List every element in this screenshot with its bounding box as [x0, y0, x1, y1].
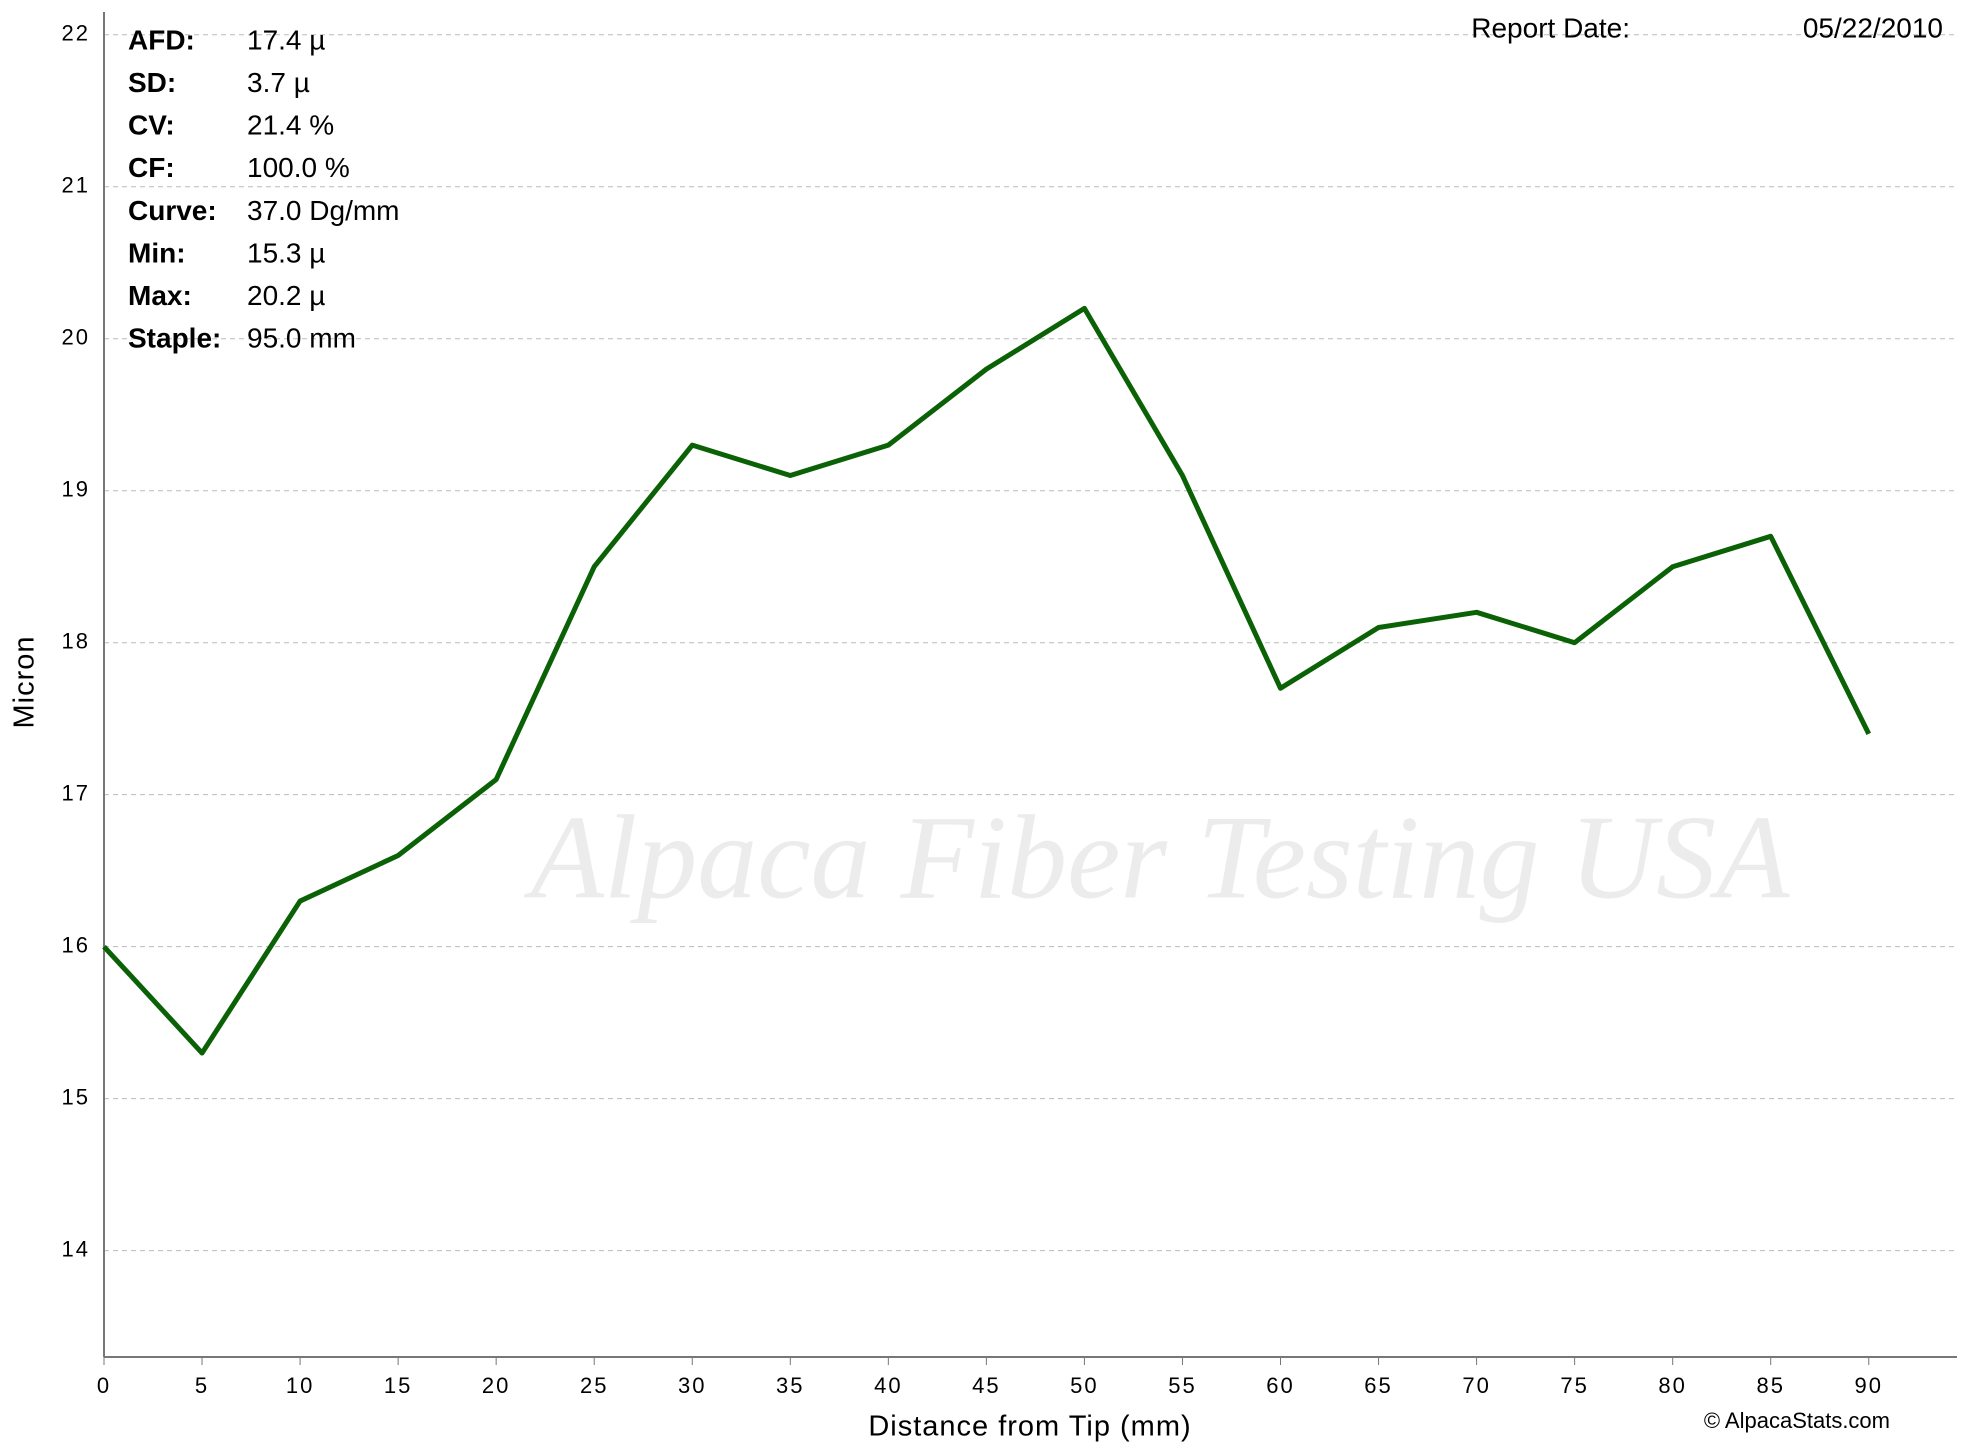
stat-value: 15.3 µ: [247, 237, 325, 268]
y-tick-label: 17: [62, 780, 90, 805]
chart: Report Date: 05/22/2010 Alpaca Fiber Tes…: [0, 0, 1963, 1445]
x-tick-label: 60: [1266, 1373, 1294, 1398]
stat-label: Staple:: [128, 323, 221, 354]
stat-value: 20.2 µ: [247, 280, 325, 311]
x-tick-label: 30: [678, 1373, 706, 1398]
stat-label: Max:: [128, 280, 192, 311]
x-tick-label: 15: [384, 1373, 412, 1398]
x-tick-label: 5: [195, 1373, 209, 1398]
y-tick-label: 20: [62, 325, 90, 350]
stat-label: Min:: [128, 237, 186, 268]
x-tick-label: 90: [1855, 1373, 1883, 1398]
x-tick-label: 85: [1756, 1373, 1784, 1398]
copyright: © AlpacaStats.com: [1704, 1408, 1890, 1433]
y-tick-label: 16: [62, 932, 90, 957]
report-date: 05/22/2010: [1803, 12, 1943, 43]
x-tick-label: 40: [874, 1373, 902, 1398]
x-tick-label: 20: [482, 1373, 510, 1398]
x-tick-label: 65: [1364, 1373, 1392, 1398]
stat-value: 100.0 %: [247, 152, 350, 183]
y-tick-label: 22: [62, 21, 90, 46]
x-tick-label: 55: [1168, 1373, 1196, 1398]
report-label: Report Date:: [1471, 12, 1630, 43]
x-axis-title: Distance from Tip (mm): [868, 1411, 1191, 1443]
x-tick-label: 0: [97, 1373, 111, 1398]
stat-value: 21.4 %: [247, 110, 334, 141]
y-axis-title: Micron: [9, 635, 41, 728]
x-tick-label: 70: [1462, 1373, 1490, 1398]
stat-label: SD:: [128, 67, 176, 98]
stat-value: 3.7 µ: [247, 67, 310, 98]
y-tick-label: 21: [62, 173, 90, 198]
x-tick-label: 45: [972, 1373, 1000, 1398]
stat-label: CV:: [128, 110, 175, 141]
stat-value: 95.0 mm: [247, 323, 356, 354]
x-tick-label: 10: [286, 1373, 314, 1398]
x-tick-label: 80: [1658, 1373, 1686, 1398]
stat-value: 37.0 Dg/mm: [247, 195, 400, 226]
stat-label: CF:: [128, 152, 175, 183]
x-tick-label: 25: [580, 1373, 608, 1398]
y-tick-label: 15: [62, 1084, 90, 1109]
data-line: [104, 308, 1869, 1053]
stat-value: 17.4 µ: [247, 24, 325, 55]
x-tick-label: 50: [1070, 1373, 1098, 1398]
stat-label: Curve:: [128, 195, 217, 226]
x-tick-label: 75: [1560, 1373, 1588, 1398]
y-tick-label: 14: [62, 1236, 90, 1261]
stat-label: AFD:: [128, 24, 195, 55]
x-tick-label: 35: [776, 1373, 804, 1398]
y-tick-label: 19: [62, 477, 90, 502]
watermark: Alpaca Fiber Testing USA: [524, 791, 1791, 924]
y-tick-label: 18: [62, 629, 90, 654]
